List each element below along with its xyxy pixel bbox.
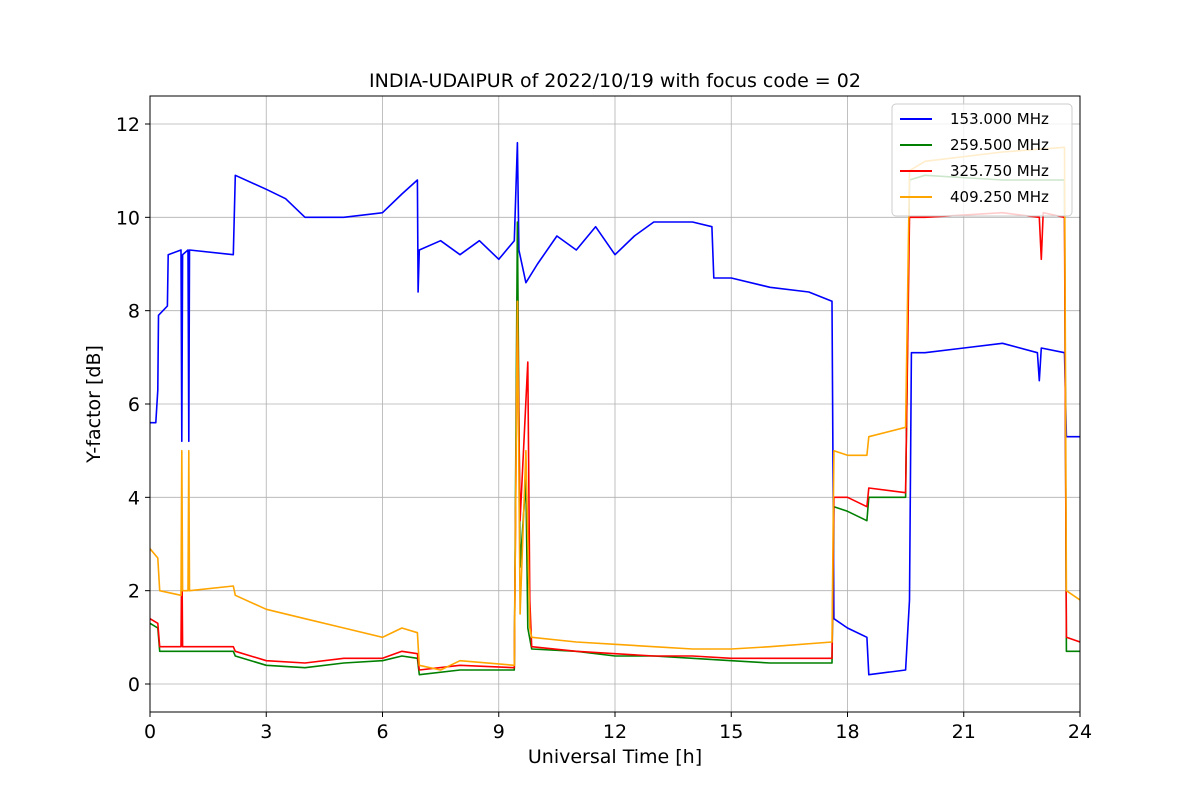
legend-label: 153.000 MHz	[950, 110, 1049, 128]
legend-label: 259.500 MHz	[950, 136, 1049, 154]
y-tick-label: 0	[128, 674, 140, 696]
legend-label: 409.250 MHz	[950, 188, 1049, 206]
x-tick-label: 6	[376, 721, 388, 743]
series-layer	[150, 141, 1080, 676]
x-tick-label: 18	[835, 721, 859, 743]
legend-box	[891, 103, 1073, 217]
y-tick-label: 8	[128, 301, 140, 323]
series-line-2	[150, 211, 1080, 671]
legend: 153.000 MHz 259.500 MHz 325.750 MHz 409.250…	[891, 103, 1073, 217]
series-line-0	[150, 141, 1080, 676]
x-tick-label: 24	[1068, 721, 1092, 743]
x-axis-label: Universal Time [h]	[528, 746, 702, 768]
y-tick-label: 10	[116, 207, 140, 229]
y-tick-label: 2	[128, 581, 140, 603]
x-tick-label: 15	[719, 721, 743, 743]
series-line-3	[150, 146, 1080, 671]
chart-title: INDIA-UDAIPUR of 2022/10/19 with focus c…	[369, 70, 861, 92]
x-tick-label: 12	[603, 721, 627, 743]
y-axis-label: Y-factor [dB]	[83, 345, 105, 464]
y-tick-label: 6	[128, 394, 140, 416]
x-tick-label: 0	[144, 721, 156, 743]
y-tick-label: 4	[128, 487, 140, 509]
x-tick-label: 21	[952, 721, 976, 743]
x-tick-label: 3	[260, 721, 272, 743]
series-line-1	[150, 174, 1080, 676]
y-tick-label: 12	[116, 114, 140, 136]
x-tick-label: 9	[493, 721, 505, 743]
legend-label: 325.750 MHz	[950, 162, 1049, 180]
